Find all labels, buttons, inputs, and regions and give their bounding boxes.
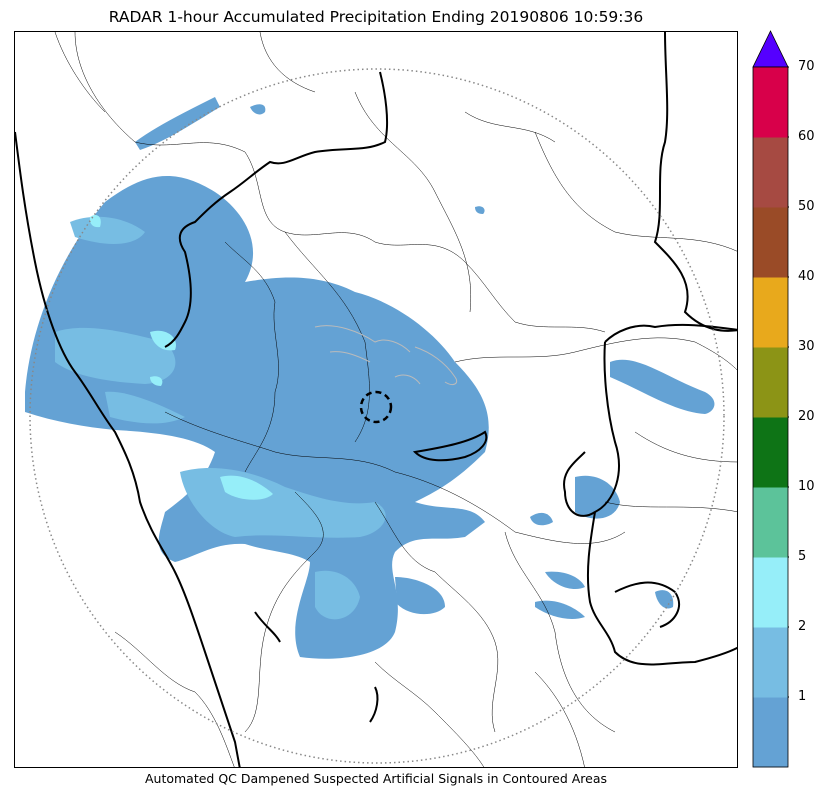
colorbar-segment: [753, 557, 788, 628]
range-ring: [29, 68, 725, 764]
colorbar-label-10: 10: [798, 479, 815, 494]
colorbar-label-50: 50: [798, 199, 815, 214]
precip-heavy-rain: [89, 215, 273, 500]
colorbar-segment: [753, 137, 788, 208]
colorbar-label-5: 5: [798, 549, 807, 564]
colorbar-segment: [753, 697, 788, 768]
admin-boundaries: [54, 32, 737, 767]
colorbar-segment: [753, 487, 788, 558]
map-title: RADAR 1-hour Accumulated Precipitation E…: [108, 8, 644, 26]
map-caption: Automated QC Dampened Suspected Artifici…: [144, 771, 608, 786]
colorbar-label-20: 20: [798, 409, 815, 424]
qc-contoured-areas: [314, 325, 458, 385]
colorbar-label-1: 1: [798, 689, 807, 704]
colorbar-segment: [753, 67, 788, 138]
precip-colorbar: [752, 30, 792, 768]
colorbar-label-60: 60: [798, 129, 815, 144]
colorbar-label-40: 40: [798, 269, 815, 284]
radar-map-canvas: [15, 32, 737, 767]
state-boundaries: [15, 32, 737, 767]
colorbar-label-30: 30: [798, 339, 815, 354]
colorbar-segments: [753, 67, 788, 768]
radar-site-marker: [359, 390, 393, 424]
colorbar-label-70: 70: [798, 59, 815, 74]
colorbar-segment: [753, 277, 788, 348]
colorbar-label-2: 2: [798, 619, 807, 634]
colorbar-segment: [753, 417, 788, 488]
colorbar-segment: [753, 347, 788, 418]
radar-map: [14, 31, 738, 768]
colorbar-segment: [753, 207, 788, 278]
colorbar-segment: [753, 627, 788, 698]
colorbar-extend-triangle: [752, 30, 789, 68]
colorbar-graphic: [752, 30, 792, 768]
